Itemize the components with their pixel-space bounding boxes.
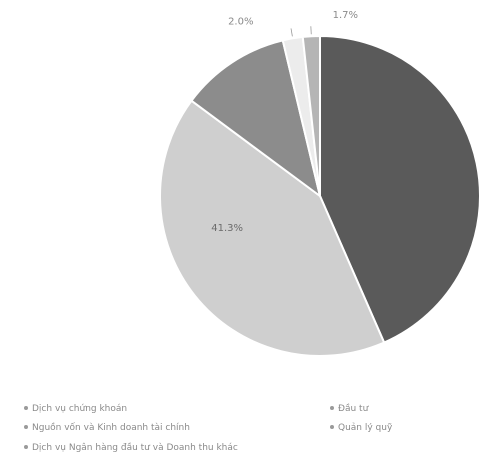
legend-label: Dịch vụ chứng khoán <box>32 404 128 414</box>
legend-marker-4 <box>330 424 334 429</box>
legend-item-nguon-von: Nguồn vốn và Kinh doanh tài chính <box>24 422 190 434</box>
legend-item-dich-vu-chung-khoan: Dịch vụ chứng khoán <box>24 403 127 415</box>
data-label-1: 41.3% <box>211 223 243 234</box>
data-label-3: 2.0% <box>228 17 253 28</box>
data-label-4: 1.7% <box>333 10 358 21</box>
legend-marker-3 <box>330 405 334 410</box>
legend-marker-2 <box>24 444 28 449</box>
legend-item-dau-tu: Đầu tư <box>330 403 368 415</box>
pie-slice-1 <box>159 99 386 357</box>
legend-item-ngan-hang-dau-tu: Dịch vụ Ngân hàng đầu tư và Doanh thu kh… <box>24 442 238 454</box>
pie-slice-0 <box>319 34 481 344</box>
legend-item-quan-ly-quy: Quản lý quỹ <box>330 422 392 434</box>
pie-slice-4 <box>301 34 321 197</box>
leader-line-3 <box>290 28 293 37</box>
legend-label: Quản lý quỹ <box>338 423 393 433</box>
legend-label: Nguồn vốn và Kinh doanh tài chính <box>32 423 190 433</box>
legend-marker-0 <box>24 405 28 410</box>
legend-marker-1 <box>24 424 28 429</box>
legend-label: Dịch vụ Ngân hàng đầu tư và Doanh thu kh… <box>32 443 238 453</box>
pie-slice-2 <box>190 39 322 199</box>
legend-label: Đầu tư <box>338 404 369 414</box>
chart-legend: Dịch vụ chứng khoán Nguồn vốn và Kinh do… <box>24 398 484 464</box>
pie-chart: 41.3% 2.0% 1.7% <box>159 10 481 357</box>
